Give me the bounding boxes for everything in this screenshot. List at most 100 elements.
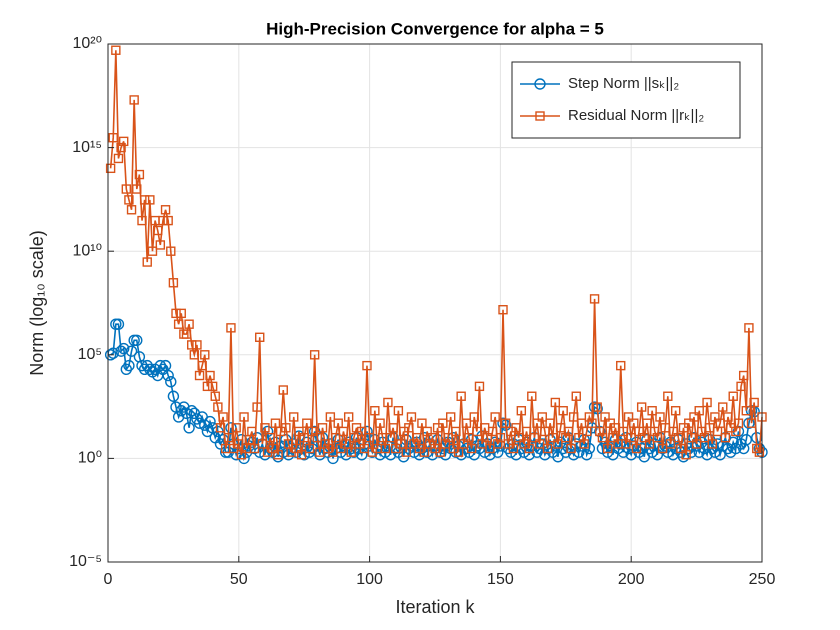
- marker: [553, 439, 563, 449]
- marker: [575, 440, 588, 452]
- marker: [265, 432, 275, 443]
- marker: [608, 432, 618, 443]
- marker: [435, 447, 445, 457]
- marker: [153, 225, 163, 236]
- marker: [634, 426, 644, 437]
- marker: [720, 432, 731, 443]
- marker: [464, 432, 474, 443]
- marker: [125, 345, 138, 357]
- marker: [294, 426, 304, 437]
- marker: [438, 418, 448, 428]
- marker: [545, 418, 555, 428]
- marker: [529, 432, 540, 443]
- marker: [461, 418, 472, 428]
- marker: [362, 360, 372, 371]
- marker: [736, 381, 746, 392]
- marker: [561, 432, 571, 443]
- marker: [165, 376, 177, 388]
- marker: [670, 406, 681, 416]
- marker: [312, 432, 322, 443]
- marker: [189, 350, 200, 360]
- marker: [137, 215, 147, 226]
- marker: [346, 447, 356, 457]
- marker: [296, 450, 307, 460]
- marker: [385, 432, 396, 443]
- marker: [255, 332, 265, 342]
- marker: [667, 449, 679, 461]
- plot-lines: [104, 45, 768, 465]
- marker: [113, 153, 124, 164]
- marker: [694, 406, 704, 416]
- marker: [537, 412, 547, 422]
- axes-box: [107, 43, 763, 563]
- legend-label: Step Norm ||sₖ||₂: [568, 75, 679, 92]
- marker: [707, 439, 717, 449]
- marker: [581, 449, 593, 461]
- marker: [500, 418, 511, 428]
- marker: [646, 446, 658, 458]
- marker: [567, 449, 580, 461]
- marker: [582, 426, 592, 437]
- marker: [299, 432, 309, 443]
- marker: [117, 342, 130, 355]
- marker: [655, 412, 665, 422]
- marker: [194, 370, 205, 381]
- marker: [139, 195, 150, 205]
- marker: [123, 359, 135, 372]
- marker: [618, 426, 629, 437]
- marker: [532, 418, 542, 428]
- marker: [236, 450, 247, 460]
- marker: [129, 95, 139, 105]
- marker: [104, 349, 117, 361]
- marker: [723, 412, 733, 422]
- marker: [542, 443, 553, 454]
- marker: [636, 402, 647, 412]
- marker: [741, 406, 752, 416]
- marker: [469, 412, 479, 422]
- marker: [740, 433, 753, 446]
- marker: [602, 443, 613, 454]
- marker: [183, 422, 195, 434]
- marker: [393, 406, 404, 416]
- marker: [406, 412, 417, 422]
- marker: [204, 415, 216, 428]
- marker: [325, 412, 336, 422]
- marker: [388, 423, 398, 433]
- marker: [422, 426, 432, 437]
- marker: [158, 215, 168, 226]
- marker: [370, 406, 380, 416]
- marker: [282, 449, 295, 461]
- marker: [576, 418, 587, 428]
- marker: [482, 432, 493, 443]
- marker: [167, 390, 180, 402]
- marker: [273, 450, 283, 460]
- marker: [180, 407, 193, 420]
- marker: [112, 318, 125, 330]
- marker: [578, 433, 590, 446]
- marker: [281, 423, 291, 433]
- marker: [193, 417, 206, 429]
- marker: [574, 432, 584, 443]
- marker: [516, 406, 527, 416]
- marker: [304, 443, 315, 454]
- marker: [445, 412, 456, 422]
- marker: [709, 446, 721, 458]
- marker: [383, 397, 393, 408]
- marker: [427, 432, 438, 443]
- marker: [487, 426, 498, 437]
- marker: [155, 240, 166, 250]
- marker: [333, 418, 343, 428]
- marker: [584, 412, 595, 422]
- marker: [676, 443, 686, 454]
- marker: [289, 412, 299, 422]
- marker: [357, 426, 367, 437]
- marker: [307, 426, 317, 437]
- y-tick-label: 10⁰: [78, 450, 102, 467]
- marker: [338, 426, 349, 437]
- marker: [257, 439, 268, 449]
- x-tick-label: 200: [618, 571, 645, 588]
- marker: [571, 391, 581, 401]
- marker: [309, 350, 320, 360]
- marker: [187, 340, 197, 350]
- marker: [202, 381, 213, 392]
